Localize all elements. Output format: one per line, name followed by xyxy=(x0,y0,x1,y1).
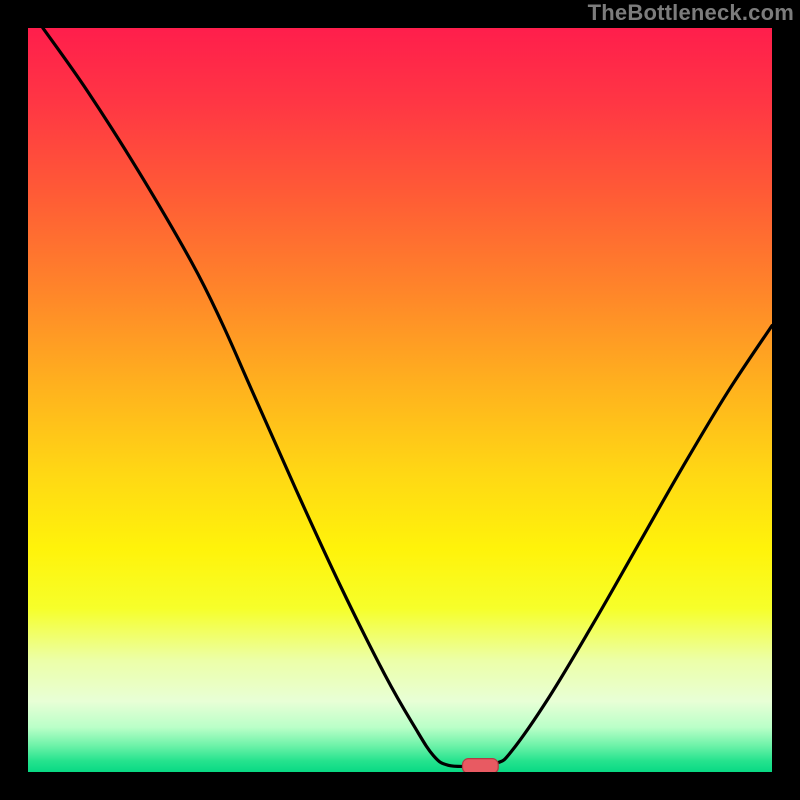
watermark-text: TheBottleneck.com xyxy=(588,0,794,26)
gradient-background xyxy=(28,28,772,772)
minimum-marker xyxy=(463,759,499,772)
chart-frame: TheBottleneck.com xyxy=(0,0,800,800)
plot-svg xyxy=(28,28,772,772)
